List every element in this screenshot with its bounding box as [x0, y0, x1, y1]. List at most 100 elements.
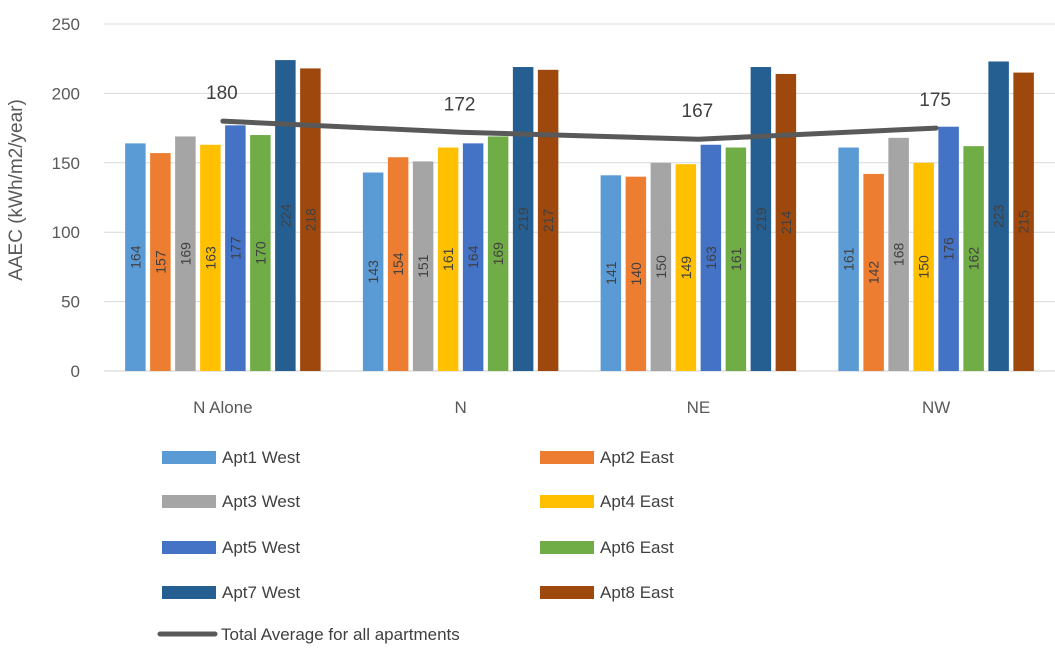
bar: [1013, 72, 1034, 371]
bar: [650, 162, 672, 371]
bar: [775, 73, 797, 371]
x-tick-label: N Alone: [193, 398, 253, 417]
bar: [938, 126, 959, 371]
y-tick-label: 250: [52, 15, 80, 34]
data-label: 177: [227, 236, 243, 260]
average-series-line: [220, 118, 939, 142]
legend-swatch: [162, 451, 216, 464]
data-label: 163: [202, 246, 218, 270]
bar: [362, 172, 384, 371]
data-label: 169: [490, 242, 506, 266]
bar: [838, 147, 859, 371]
legend-label: Apt7 West: [222, 583, 300, 602]
legend-label: Total Average for all apartments: [221, 625, 460, 644]
legend-swatch: [540, 495, 594, 508]
data-label: 142: [866, 261, 882, 285]
data-label: 149: [678, 256, 694, 280]
data-label: 176: [941, 237, 957, 261]
legend-swatch: [540, 451, 594, 464]
bar: [600, 175, 622, 371]
bar: [387, 157, 409, 371]
legend-swatch: [162, 586, 216, 599]
data-label: 163: [703, 246, 719, 270]
data-label: 169: [177, 242, 193, 266]
y-axis-label: AAEC (kWh/m2/year): [6, 99, 27, 281]
bar: [537, 69, 559, 371]
legend-swatch: [540, 586, 594, 599]
data-label: 223: [991, 204, 1007, 228]
gridlines: [104, 23, 1055, 372]
data-label: 164: [465, 245, 481, 269]
y-tick-label: 100: [52, 223, 80, 242]
bar: [512, 67, 534, 371]
data-label: 218: [302, 208, 318, 232]
bar: [625, 176, 647, 371]
bar: [863, 173, 884, 371]
y-tick-label: 0: [71, 362, 80, 381]
y-tick-label: 150: [52, 154, 80, 173]
bar: [913, 162, 934, 371]
bar: [250, 135, 271, 371]
data-label: 161: [728, 247, 744, 271]
data-label: 161: [440, 247, 456, 271]
category-labels: N Alone N NE NW: [193, 398, 950, 417]
y-axis-ticks: 0 50 100 150 200 250: [52, 15, 80, 381]
bar: [275, 60, 296, 371]
data-label: 140: [628, 262, 644, 286]
bar: [412, 161, 434, 371]
bar: [437, 147, 459, 371]
data-label: 162: [966, 247, 982, 271]
bar-series: [125, 60, 1034, 371]
data-label: 215: [1016, 210, 1032, 234]
x-tick-label: N: [454, 398, 466, 417]
data-label: 150: [916, 255, 932, 279]
bar: [988, 61, 1009, 371]
legend-swatch: [162, 541, 216, 554]
legend-swatch: [162, 495, 216, 508]
legend-label: Apt5 West: [222, 538, 300, 557]
data-label: 219: [753, 207, 769, 231]
average-line: 180 172 167 175: [206, 83, 951, 142]
bar: [175, 136, 196, 371]
data-label: 154: [390, 252, 406, 276]
data-label: 141: [603, 261, 619, 285]
bar: [125, 143, 146, 371]
x-tick-label: NW: [922, 398, 950, 417]
data-label: 157: [152, 250, 168, 274]
data-label: 217: [540, 209, 556, 233]
bar: [150, 153, 171, 371]
data-label: 161: [841, 247, 857, 271]
bar: [300, 68, 321, 371]
legend-label: Apt1 West: [222, 448, 300, 467]
bar: [963, 146, 984, 371]
legend-swatch: [540, 541, 594, 554]
bar: [462, 143, 484, 371]
data-label: 170: [252, 241, 268, 265]
data-label: 168: [891, 243, 907, 267]
y-tick-label: 200: [52, 84, 80, 103]
data-label: 143: [365, 260, 381, 284]
y-tick-label: 50: [61, 293, 80, 312]
legend-label: Apt2 East: [600, 448, 674, 467]
bar: [200, 144, 221, 371]
x-tick-label: NE: [687, 398, 711, 417]
bar: [700, 144, 722, 371]
bar: [487, 136, 509, 371]
legend-label: Apt4 East: [600, 492, 674, 511]
legend: Apt1 West Apt2 East Apt3 West Apt4 East Apt5…: [157, 448, 674, 644]
data-label: 164: [127, 245, 143, 269]
average-data-label: 175: [919, 90, 951, 111]
data-labels: 164 157 169 163 177 170 224 218 143 154 151 161 164 1…: [127, 204, 1031, 286]
bar: [225, 125, 246, 371]
average-data-label: 172: [444, 94, 476, 115]
average-data-label: 180: [206, 83, 238, 104]
bar: [725, 147, 747, 371]
legend-label: Apt3 West: [222, 492, 300, 511]
data-label: 214: [778, 211, 794, 235]
data-label: 224: [277, 204, 293, 228]
average-data-label: 167: [682, 101, 714, 122]
data-label: 150: [653, 255, 669, 279]
data-label: 151: [415, 254, 431, 278]
data-label: 219: [515, 207, 531, 231]
